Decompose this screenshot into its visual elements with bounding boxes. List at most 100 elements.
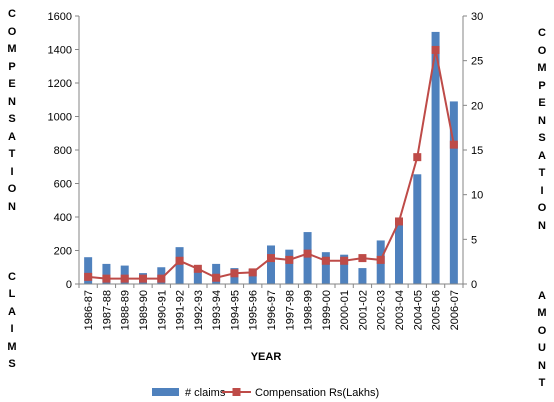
compensation-point-1992-93 <box>193 264 202 273</box>
bar-2006-07 <box>449 101 458 284</box>
compensation-point-2000-01 <box>340 256 349 265</box>
x-tick-label: 2006-07 <box>449 290 461 330</box>
y-tick-right-label: 30 <box>471 11 483 23</box>
bar-1996-97 <box>267 245 275 284</box>
x-tick-label: 2000-01 <box>339 290 351 330</box>
axis-label-letter: P <box>538 79 546 92</box>
axis-label-letter: I <box>10 165 14 178</box>
bar-1986-87 <box>84 257 93 284</box>
axis-label-letter: L <box>8 288 16 300</box>
y-tick-left-label: 1400 <box>48 45 72 57</box>
compensation-point-1989-90 <box>139 274 147 283</box>
axis-label-letter: T <box>8 148 16 160</box>
x-tick-label: 1988-89 <box>120 290 132 330</box>
compensation-point-2006-07 <box>449 140 458 149</box>
y-tick-left-label: 0 <box>66 279 72 291</box>
x-tick-label: 2004-05 <box>412 290 424 330</box>
x-tick-label: 2005-06 <box>431 290 443 330</box>
bar-1999-00 <box>321 252 330 284</box>
compensation-point-1997-98 <box>285 255 294 264</box>
axis-label-letter: T <box>538 377 546 389</box>
compensation-point-2004-05 <box>413 153 422 162</box>
axis-label-letter: M <box>537 307 547 319</box>
compensation-point-1988-89 <box>120 274 129 283</box>
bar-2001-02 <box>358 268 367 284</box>
axis-label-letter: O <box>537 324 547 337</box>
legend-swatch-marker <box>232 388 241 396</box>
y-tick-left-label: 1200 <box>48 78 72 90</box>
y-tick-left-label: 600 <box>54 179 72 191</box>
legend-label-compensation: Compensation Rs(Lakhs) <box>255 387 379 399</box>
axis-label-letter: N <box>538 114 546 127</box>
bar-2004-05 <box>413 174 422 284</box>
x-tick-label: 1995-96 <box>248 290 260 330</box>
compensation-point-1987-88 <box>102 274 111 283</box>
bar-2005-06 <box>431 31 440 284</box>
compensation-point-1986-87 <box>84 272 93 281</box>
axis-label-letter: T <box>538 167 546 179</box>
x-tick-label: 2002-03 <box>376 290 388 330</box>
bar-1997-98 <box>285 249 294 284</box>
compensation-point-1995-96 <box>248 268 257 277</box>
axis-label-letter: C <box>8 8 16 20</box>
compensation-point-1991-92 <box>175 256 184 265</box>
x-axis-title: YEAR <box>251 351 282 363</box>
x-tick-label: 1997-98 <box>284 290 296 330</box>
axis-label-letter: N <box>538 359 546 372</box>
axis-label-letter: P <box>8 60 16 73</box>
axis-label-letter: A <box>538 289 546 302</box>
y-tick-right-label: 0 <box>471 279 477 291</box>
y-tick-left-label: 1000 <box>48 112 72 124</box>
axis-label-letter: C <box>8 270 16 283</box>
axis-label-letter: O <box>7 25 17 38</box>
bar-1987-88 <box>102 263 111 284</box>
axis-label-letter: A <box>8 130 16 143</box>
axis-label-letter: O <box>7 183 17 195</box>
compensation-point-2003-04 <box>395 217 403 226</box>
x-tick-label: 2003-04 <box>394 290 406 330</box>
axis-label-letter: N <box>8 95 16 108</box>
bar-1992-93 <box>193 268 202 284</box>
x-tick-label: 1992-93 <box>193 290 205 330</box>
bar-2003-04 <box>395 219 403 284</box>
x-tick-label: 1987-88 <box>101 290 113 330</box>
x-tick-label: 1989-90 <box>138 290 150 330</box>
bar-1998-99 <box>303 232 312 284</box>
legend-label-claims: # claims <box>185 387 226 399</box>
axis-label-letter: S <box>538 132 546 144</box>
axis-label-letter: E <box>538 97 546 109</box>
compensation-point-1990-91 <box>157 274 166 283</box>
axis-label-letter: M <box>7 340 17 353</box>
y-tick-left-label: 200 <box>54 246 72 258</box>
y-tick-left-label: 400 <box>54 212 72 224</box>
axis-label-letter: S <box>8 113 16 125</box>
axis-label-letter: A <box>538 149 546 162</box>
x-tick-label: 1999-00 <box>321 290 333 330</box>
x-tick-label: 1990-91 <box>156 290 168 330</box>
axis-label-letter: M <box>7 43 17 55</box>
compensation-point-2002-03 <box>376 255 385 264</box>
compensation-point-2001-02 <box>358 254 367 263</box>
axis-label-letter: S <box>8 358 16 370</box>
compensation-point-1996-97 <box>267 254 275 263</box>
compensation-point-1999-00 <box>321 256 330 265</box>
y-tick-right-label: 10 <box>471 190 483 202</box>
y-tick-right-label: 5 <box>471 234 477 246</box>
y-tick-right-label: 20 <box>471 100 483 112</box>
x-tick-label: 1986-87 <box>83 290 95 330</box>
bar-2000-01 <box>340 254 349 284</box>
compensation-point-1994-95 <box>230 269 239 278</box>
y-tick-left-label: 1600 <box>48 11 72 23</box>
axis-label-letter: O <box>537 44 547 57</box>
compensation-point-2005-06 <box>431 45 440 54</box>
axis-label-letter: E <box>8 78 16 90</box>
x-tick-label: 1993-94 <box>211 290 223 330</box>
axis-label-letter: I <box>10 323 14 335</box>
legend-swatch-claims <box>152 388 179 396</box>
compensation-point-1998-99 <box>303 249 312 258</box>
axis-label-letter: M <box>537 62 547 74</box>
x-tick-label: 1991-92 <box>175 290 187 330</box>
